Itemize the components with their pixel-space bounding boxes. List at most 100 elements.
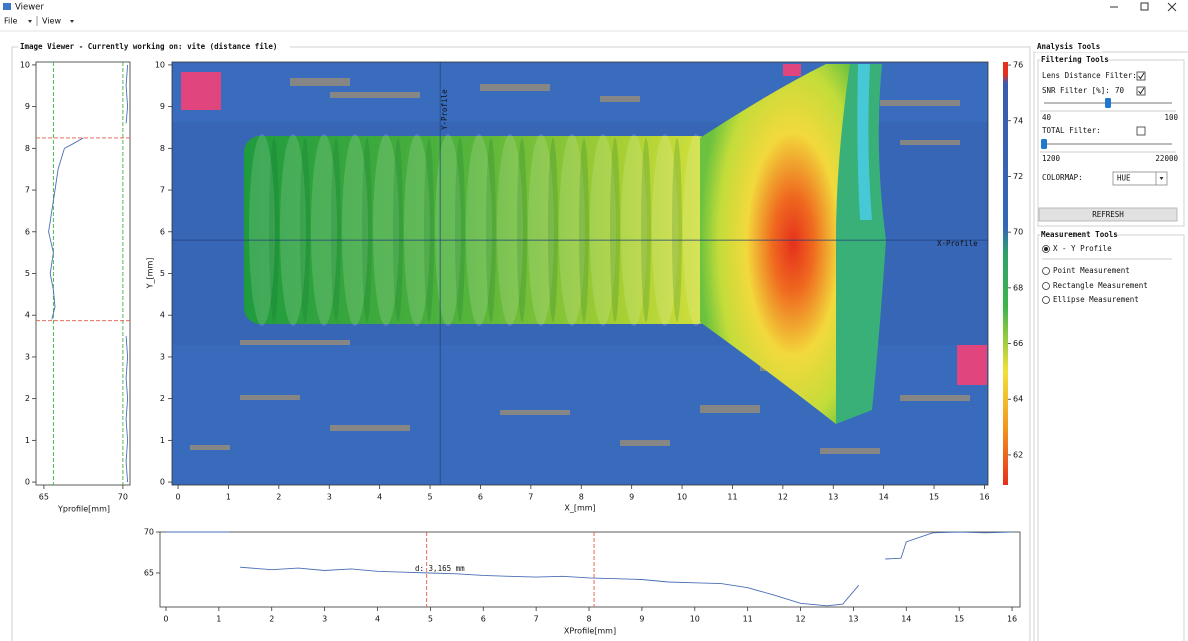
colormap-value: HUE: [1117, 174, 1131, 183]
hot-patch: [957, 345, 987, 385]
total-filter-label: TOTAL Filter:: [1042, 126, 1101, 135]
x-tick-label: 10: [677, 493, 687, 502]
y-tick-label: 5: [160, 269, 165, 278]
thread-shadow: [517, 138, 527, 322]
thread-shadow: [455, 138, 465, 322]
slider-max: 22000: [1155, 154, 1178, 163]
y-axis-label: Y_[mm]: [146, 258, 155, 290]
y-tick-label: 65: [144, 568, 154, 577]
refresh-button[interactable]: [1038, 207, 1178, 222]
profile-line: [48, 64, 129, 483]
screw-threads: [249, 134, 713, 326]
radio-label: X - Y Profile: [1053, 244, 1112, 253]
x-tick-label: 2: [276, 493, 281, 502]
thread-shadow: [424, 138, 434, 322]
thread-shadow: [579, 138, 589, 322]
x-tick-label: 6: [481, 615, 486, 624]
thread-shadow: [393, 138, 403, 322]
x-tick-label: 12: [778, 493, 788, 502]
radio-label: Point Measurement: [1053, 266, 1130, 275]
y-tick-label: 4: [25, 311, 30, 320]
hot-patch: [783, 64, 801, 76]
y-tick-label: 0: [25, 478, 30, 487]
hot-patch: [181, 72, 221, 110]
radio-dot: [1044, 247, 1048, 251]
thread-shadow: [641, 138, 651, 322]
x-tick-label: 14: [879, 493, 889, 502]
y-tick-label: 1: [25, 436, 30, 445]
x-tick-label: 13: [828, 493, 838, 502]
checkbox[interactable]: [1136, 71, 1146, 81]
slider-thumb[interactable]: [1105, 98, 1111, 108]
checkbox[interactable]: [1136, 86, 1146, 96]
heatmap-image: [172, 62, 988, 485]
x-tick-label: 2: [269, 615, 274, 624]
thread: [466, 134, 492, 326]
thread: [528, 134, 554, 326]
thread: [621, 134, 647, 326]
y-tick-label: 70: [144, 528, 154, 537]
profile-line: [166, 531, 1013, 607]
y-tick-label: 9: [160, 102, 165, 111]
colormap-dropdown[interactable]: [1112, 171, 1168, 186]
group-title-bg: [18, 42, 290, 52]
x-tick-label: 15: [954, 615, 964, 624]
slider-thumb[interactable]: [1041, 139, 1047, 149]
checkbox[interactable]: [1136, 126, 1146, 136]
analysis-title: Analysis Tools: [1037, 42, 1100, 51]
colorbar-tick-label: 70: [1013, 228, 1023, 237]
thread: [342, 134, 368, 326]
x-tick-label: 9: [629, 493, 634, 502]
close-button[interactable]: [1167, 2, 1177, 12]
slider-min: 1200: [1042, 154, 1061, 163]
restore-button[interactable]: [1140, 2, 1149, 11]
colormap-label: COLORMAP:: [1042, 173, 1083, 182]
thread-shadow: [331, 138, 341, 322]
y-tick-label: 6: [25, 227, 30, 236]
xprofile-frame: [159, 531, 1021, 608]
colorbar-tick-label: 72: [1013, 172, 1023, 181]
menu-file[interactable]: File: [4, 17, 17, 26]
colorbar: [1003, 62, 1008, 485]
y-tick-label: 4: [160, 311, 165, 320]
checkmark: [1138, 72, 1145, 80]
thread-shadow: [362, 138, 372, 322]
colorbar-tick-label: 64: [1013, 395, 1023, 404]
menu-view[interactable]: View: [42, 17, 61, 26]
x-tick-label: 1: [226, 493, 231, 502]
thread: [590, 134, 616, 326]
x-tick-label: 11: [743, 615, 753, 624]
y-tick-label: 8: [160, 144, 165, 153]
y-tick-label: 2: [160, 394, 165, 403]
thread: [311, 134, 337, 326]
yprofile-label: Yprofile[mm]: [57, 505, 110, 514]
screw-head: [700, 64, 850, 424]
analysis-group: [1033, 51, 1188, 641]
group-title-bg: [1040, 230, 1114, 240]
x-tick-label: 14: [901, 615, 911, 624]
distance-annotation: d: 3,165 mm: [415, 564, 465, 573]
x-tick-label: 3: [322, 615, 327, 624]
window-title: Viewer: [15, 3, 44, 13]
x-tick-label: 1: [216, 615, 221, 624]
x-axis-label: X_[mm]: [564, 504, 595, 513]
thread: [404, 134, 430, 326]
y-tick-label: 9: [25, 102, 30, 111]
thread-shadow: [300, 138, 310, 322]
y-tick-label: 10: [155, 60, 165, 69]
screw-rim-highlight: [857, 64, 872, 220]
thread: [435, 134, 461, 326]
x-tick-label: 15: [929, 493, 939, 502]
group-title-bg: [1036, 42, 1102, 52]
radio-button[interactable]: [1042, 282, 1050, 290]
thread: [559, 134, 585, 326]
slider-min: 40: [1042, 113, 1052, 122]
radio-button[interactable]: [1042, 296, 1050, 304]
thread-shadow: [672, 138, 682, 322]
y-tick-label: 8: [25, 144, 30, 153]
radio-button[interactable]: [1042, 267, 1050, 275]
y-tick-label: 7: [160, 186, 165, 195]
thread: [652, 134, 678, 326]
y-tick-label: 7: [25, 186, 30, 195]
app-icon: [3, 3, 11, 10]
